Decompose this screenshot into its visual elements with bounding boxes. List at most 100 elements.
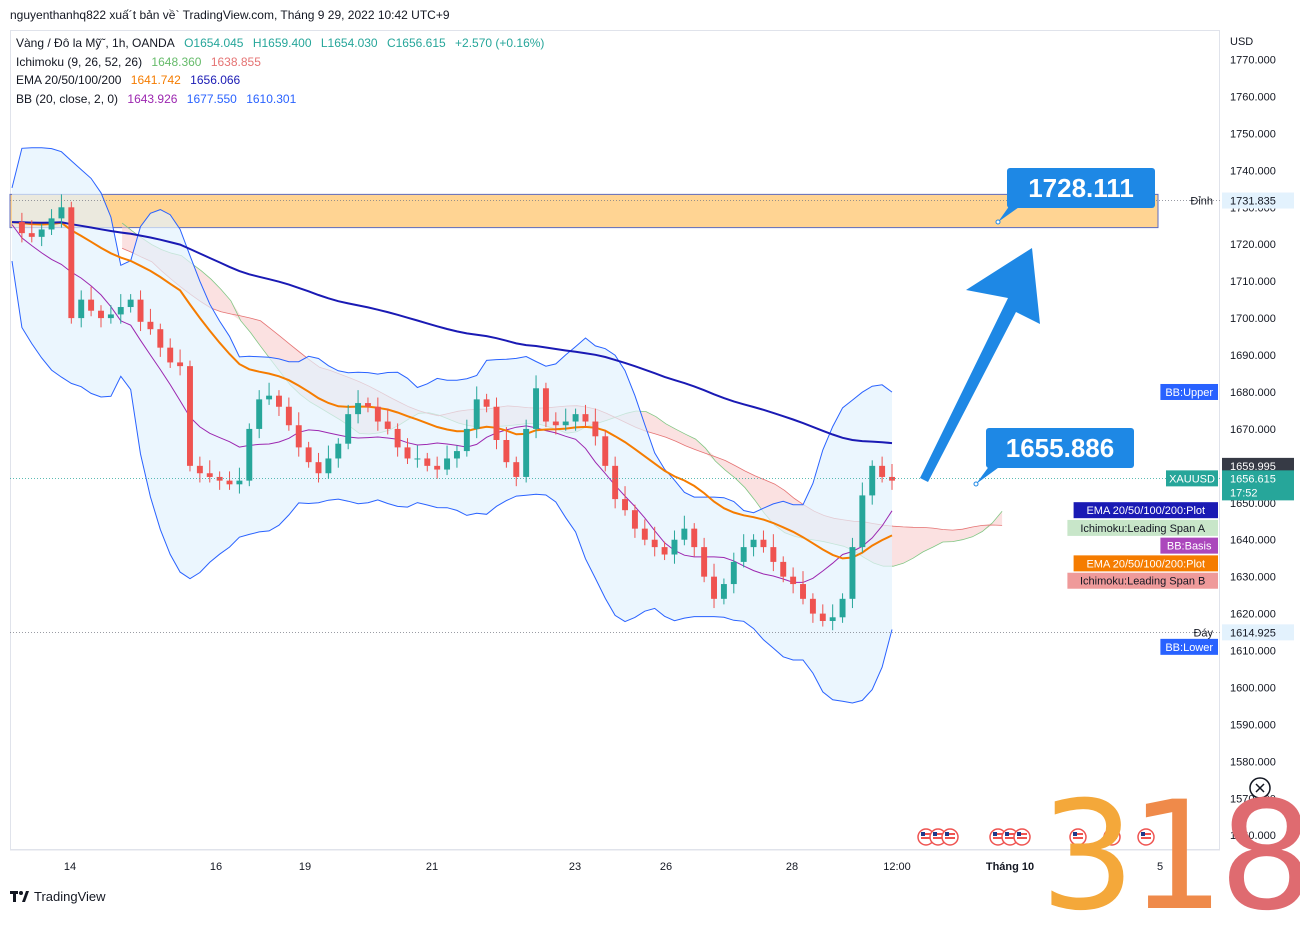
- series-tag-label: BB:Basis: [1167, 541, 1212, 553]
- candle-body: [602, 436, 609, 466]
- x-tick-label: 21: [426, 861, 438, 873]
- candle-body: [285, 406, 292, 426]
- candle-body: [246, 428, 253, 481]
- y-tick-label: 1740.000: [1230, 165, 1276, 177]
- flag-stripe: [1017, 837, 1027, 839]
- candle-body: [829, 617, 836, 621]
- candle-body: [770, 547, 777, 562]
- callout-1655-box: [986, 428, 1134, 468]
- candle-body: [631, 510, 638, 529]
- series-tag-box: [1160, 638, 1218, 655]
- y-tick-label: 1600.000: [1230, 682, 1276, 694]
- time-axis: 14 16 19 21 23 26 28 12:00 Tháng 10 5: [10, 849, 1220, 873]
- y-tick-label: 1750.000: [1230, 128, 1276, 140]
- top-bar: nguyenthanhq822 xuấ´t bản về` TradingVie…: [0, 0, 1300, 28]
- y-tick-label: 1760.000: [1230, 91, 1276, 103]
- y-tick-label: 1770.000: [1230, 55, 1276, 67]
- legend-ichimoku-v1: 1648.360: [151, 54, 202, 69]
- candle-body: [760, 539, 767, 548]
- candle-body: [889, 476, 895, 481]
- flag-stripe: [1073, 833, 1083, 835]
- flag-stripe: [921, 833, 931, 835]
- candle-body: [444, 458, 451, 470]
- flag-canton: [1141, 832, 1145, 836]
- event-flag[interactable]: [1137, 828, 1155, 846]
- candle-body: [691, 528, 698, 548]
- event-flag[interactable]: [1103, 828, 1121, 846]
- legend-bb-row: BB (20, close, 2, 0) 1643.926 1677.550 1…: [16, 90, 550, 109]
- price-chart[interactable]: 1728.111 1655.886 USD 1770.000 1760.000 1750…: [0, 0, 1300, 915]
- candle-body: [374, 406, 381, 422]
- candle-body: [533, 388, 540, 429]
- reset-scale-icon[interactable]: [1249, 777, 1271, 799]
- legend-symbol[interactable]: Vàng / Đô la Mỹ˜, 1h, OANDA: [16, 36, 175, 50]
- candle-body: [315, 462, 322, 474]
- candle-body: [78, 299, 85, 319]
- candle-body: [424, 458, 431, 466]
- candle-body: [18, 222, 25, 234]
- last-high-value: 1659.995: [1230, 461, 1276, 473]
- last-price-value: 1656.615: [1230, 473, 1276, 485]
- candle-body: [127, 299, 134, 308]
- legend-bb-label[interactable]: BB (20, close, 2, 0): [16, 91, 119, 106]
- candle-body: [483, 399, 490, 407]
- tradingview-logo-icon: [10, 890, 29, 902]
- y-tick-label: 1650.000: [1230, 498, 1276, 510]
- candle-body: [276, 395, 282, 407]
- candle-body: [68, 207, 75, 319]
- x-tick-label: 19: [299, 861, 311, 873]
- candle-body: [503, 440, 510, 463]
- x-tick-label: 26: [660, 861, 672, 873]
- footer-brand[interactable]: TradingView: [10, 889, 106, 904]
- candle-body: [236, 480, 243, 485]
- reset-scale-cross: [1255, 783, 1265, 793]
- currency-label: USD: [1230, 36, 1253, 48]
- legend-bb-v1: 1643.926: [127, 91, 178, 106]
- ema-lines: [11, 221, 893, 560]
- flag-stripe: [1141, 837, 1151, 839]
- candle-body: [107, 314, 114, 319]
- y-tick-label: 1610.000: [1230, 646, 1276, 658]
- symbol-tag: XAUUSD: [1169, 473, 1215, 485]
- candle-body: [513, 462, 520, 477]
- candle-body: [859, 495, 866, 548]
- watermark-digit-2: 1: [1129, 770, 1224, 944]
- x-tick-label: 16: [210, 861, 222, 873]
- event-flag[interactable]: [1013, 828, 1031, 846]
- x-tick-label: Tháng 10: [986, 861, 1034, 873]
- candle-body: [542, 388, 549, 422]
- candle-body: [147, 321, 154, 330]
- candle-body: [137, 299, 144, 322]
- event-flag[interactable]: [941, 828, 959, 846]
- candle-body: [394, 428, 401, 448]
- legend-ichimoku-row: Ichimoku (9, 26, 52, 26) 1648.360 1638.8…: [16, 53, 550, 72]
- legend-change: +2.570 (+0.16%): [455, 36, 545, 50]
- flag-stripe: [1107, 833, 1117, 835]
- callout-1728-anchor: [995, 219, 1001, 225]
- price-axis: USD1770.0001760.0001750.0001740.0001730.…: [1067, 36, 1294, 842]
- y-tick-label: 1630.000: [1230, 572, 1276, 584]
- flag-stripe: [945, 833, 955, 835]
- series-tag-box: [1067, 519, 1218, 536]
- forecast-arrows: 1728.111 1655.886: [920, 168, 1155, 487]
- legend-ichimoku-label[interactable]: Ichimoku (9, 26, 52, 26): [16, 54, 143, 69]
- candle-body: [117, 307, 124, 315]
- series-tag-box: [1067, 572, 1218, 589]
- event-flag[interactable]: [1069, 828, 1087, 846]
- resistance-zone: [9, 193, 1159, 229]
- ichimoku-cloud-area: [122, 223, 1003, 567]
- series-tag-label: BB:Lower: [1165, 642, 1213, 654]
- legend-ema-label[interactable]: EMA 20/50/100/200: [16, 73, 122, 87]
- series-tag-box: [1160, 537, 1218, 554]
- candle-body: [701, 547, 708, 577]
- candle-body: [849, 547, 856, 599]
- y-tick-label: 1670.000: [1230, 424, 1276, 436]
- candle-body: [651, 539, 658, 548]
- x-tick-label: 5: [1157, 861, 1163, 873]
- high-mark-value: 1731.835: [1230, 196, 1276, 208]
- candle-body: [295, 425, 302, 448]
- event-icons: [917, 777, 1271, 846]
- candle-body: [562, 421, 569, 426]
- y-tick-label: 1680.000: [1230, 387, 1276, 399]
- flag-stripe: [993, 837, 1003, 839]
